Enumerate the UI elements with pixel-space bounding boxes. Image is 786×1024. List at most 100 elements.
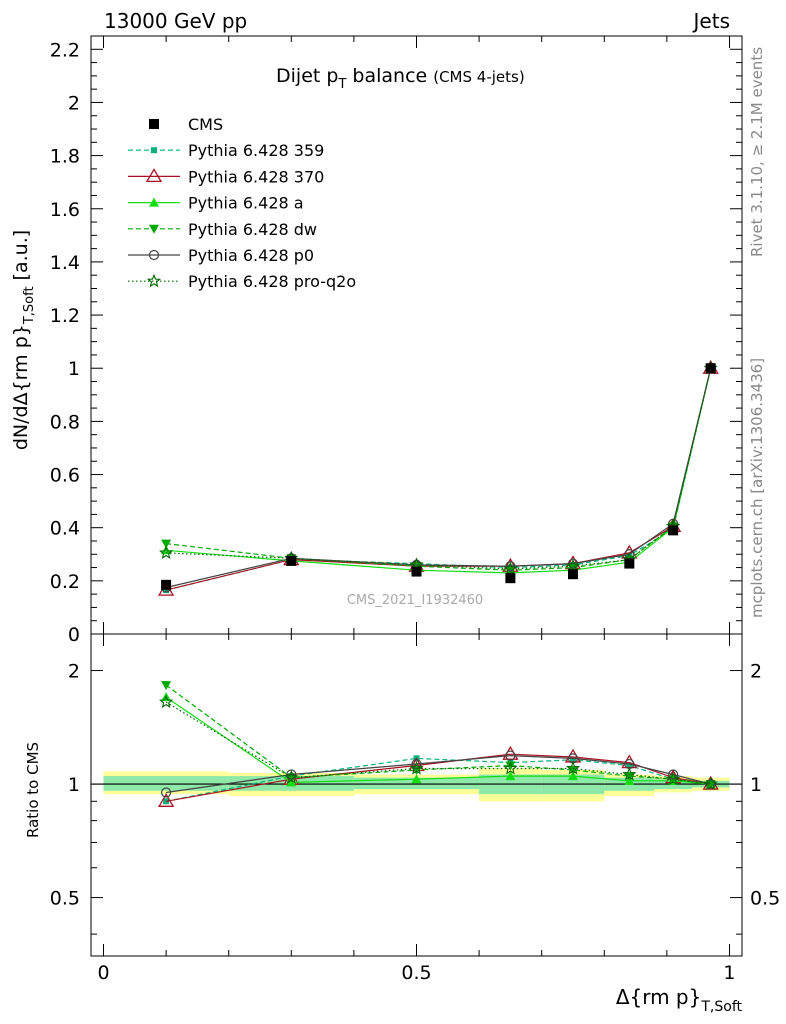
legend-marker — [148, 249, 160, 261]
x-tick-label: 0 — [97, 962, 109, 984]
legend-label: Pythia 6.428 dw — [188, 220, 317, 239]
data-point — [705, 363, 716, 374]
ratio-tick-label-right: 0.5 — [750, 888, 780, 910]
legend-label: Pythia 6.428 a — [188, 194, 304, 213]
series-point — [565, 558, 581, 573]
legend-marker — [149, 197, 159, 207]
legend-label: Pythia 6.428 370 — [188, 167, 324, 186]
ratio-point — [567, 765, 578, 775]
ratio-axis-label: Ratio to CMS — [24, 742, 42, 838]
series-point — [161, 545, 172, 555]
legend-marker — [149, 224, 159, 234]
ratio-point — [159, 694, 174, 709]
ratio-point — [284, 770, 299, 784]
ratio-line — [166, 754, 711, 794]
header-left: 13000 GeV pp — [104, 9, 247, 33]
x-tick-label: 0.5 — [401, 962, 431, 984]
rivet-version-label: Rivet 3.1.10, ≥ 2.1M events — [748, 47, 766, 257]
ratio-tick-label: 1 — [68, 774, 80, 796]
y-tick-label: 1 — [68, 358, 80, 380]
data-point — [624, 558, 635, 569]
ratio-point — [503, 760, 518, 775]
ratio-point — [157, 793, 175, 807]
ratio-point — [161, 681, 172, 691]
series-point — [503, 561, 518, 575]
ratio-tick-label-right: 2 — [750, 661, 762, 683]
ratio-line — [165, 696, 711, 785]
legend-item: Pythia 6.428 p0 — [128, 246, 314, 265]
ratio-point — [565, 760, 581, 775]
ratio-point — [409, 760, 424, 775]
legend-label: CMS — [188, 115, 223, 134]
series-line — [165, 368, 712, 591]
y-tick-label: 0.2 — [50, 571, 80, 593]
analysis-watermark: CMS_2021_I1932460 — [347, 593, 483, 608]
main-series-layer — [157, 359, 719, 596]
ratio-point — [567, 771, 578, 781]
series-line — [166, 368, 712, 570]
legend-item: Pythia 6.428 dw — [128, 220, 317, 239]
ratio-point — [569, 756, 576, 763]
ratio-tick-label-right: 1 — [750, 774, 762, 796]
y-tick-label: 0.8 — [50, 411, 80, 433]
ratio-point — [703, 776, 718, 791]
y-tick-label: 0 — [68, 624, 80, 646]
data-point — [286, 555, 297, 566]
y-tick-label: 1.8 — [50, 146, 80, 168]
y-tick-label: 1.6 — [50, 199, 80, 221]
plot-title: Dijet pT balance (CMS 4-jets) — [276, 65, 525, 92]
legend-item: Pythia 6.428 370 — [128, 167, 324, 186]
ratio-point — [626, 762, 633, 769]
data-point — [567, 569, 578, 580]
axes-layer: 0 0.5 1 0 0.2 0.4 0.6 0.8 1 1.2 1.4 1.6 1.8 2 2.2 0.5 0.… — [50, 35, 780, 984]
series-line — [166, 368, 712, 571]
legend-marker — [146, 273, 162, 288]
ratio-point — [665, 771, 681, 786]
ratio-tick-label: 0.5 — [50, 888, 80, 910]
mcplots-label: mcplots.cern.ch [arXiv:1306.3436] — [748, 358, 766, 618]
legend-label: Pythia 6.428 p0 — [188, 246, 314, 265]
ratio-band-green — [103, 776, 229, 791]
ratio-point — [505, 761, 516, 771]
ratio-point — [161, 787, 172, 798]
ratio-point — [622, 767, 637, 781]
legend-marker — [151, 147, 157, 154]
y-tick-label: 0.4 — [50, 518, 80, 540]
y-tick-label: 1.2 — [50, 305, 80, 327]
legend: CMS Pythia 6.428 359 Pythia 6.428 370 Pythi… — [128, 115, 356, 291]
legend-label: Pythia 6.428 pro-q2o — [188, 272, 356, 291]
ratio-point — [505, 771, 516, 781]
y-tick-label: 1.4 — [50, 252, 80, 274]
ratio-line — [165, 701, 711, 785]
ratio-line — [165, 684, 711, 785]
legend-item: Pythia 6.428 pro-q2o — [128, 272, 356, 291]
ratio-tick-label: 2 — [68, 661, 80, 683]
legend-item: Pythia 6.428 a — [128, 194, 304, 213]
legend-marker — [145, 168, 163, 183]
legend-item: CMS — [149, 115, 223, 134]
ratio-point — [411, 774, 422, 784]
ratio-point — [502, 745, 519, 760]
header-right: Jets — [692, 9, 730, 33]
ratio-point — [411, 758, 422, 770]
data-point — [411, 566, 422, 577]
data-point — [668, 525, 679, 536]
ratio-band-green — [353, 777, 480, 790]
y-axis-label: dN/dΔ{rm p}T,Soft[a.u.] — [10, 230, 37, 450]
x-axis-label: Δ{rm p}T,Soft — [616, 985, 743, 1015]
series-point — [161, 539, 172, 549]
series-line — [166, 368, 712, 574]
data-point — [505, 573, 516, 584]
y-tick-label: 2.2 — [50, 39, 80, 61]
y-tick-label: 0.6 — [50, 465, 80, 487]
legend-label: Pythia 6.428 359 — [188, 141, 324, 160]
ratio-series-layer — [157, 681, 719, 807]
legend-marker — [149, 119, 159, 129]
ratio-point — [505, 750, 516, 761]
legend-item: Pythia 6.428 359 — [128, 141, 324, 160]
data-point — [161, 579, 172, 590]
y-tick-label: 2 — [68, 92, 80, 114]
x-tick-label: 1 — [723, 962, 735, 984]
series-point — [158, 545, 174, 560]
